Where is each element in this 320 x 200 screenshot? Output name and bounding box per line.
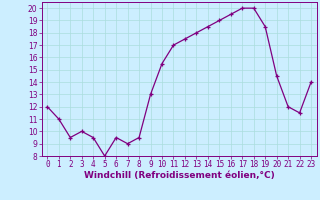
X-axis label: Windchill (Refroidissement éolien,°C): Windchill (Refroidissement éolien,°C): [84, 171, 275, 180]
